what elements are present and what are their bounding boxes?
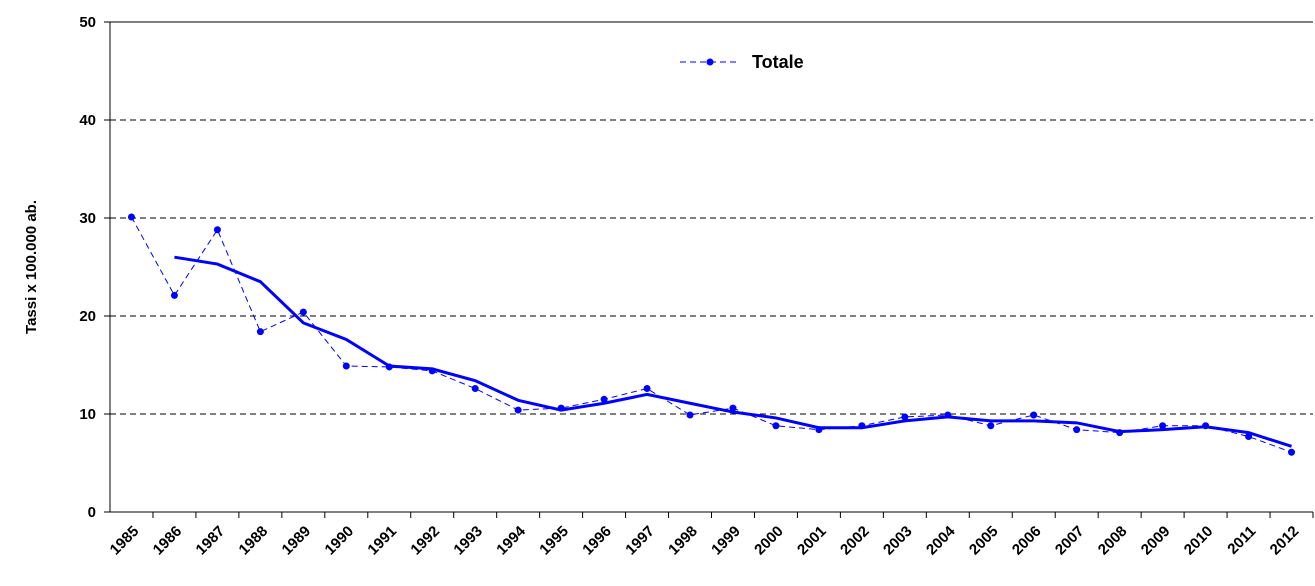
x-tick-label: 2010 xyxy=(1181,523,1217,559)
legend-marker xyxy=(706,58,714,66)
x-tick-label: 1996 xyxy=(579,523,615,559)
x-tick-label: 1992 xyxy=(407,523,443,559)
x-tick-label: 2000 xyxy=(751,523,787,559)
x-tick-label: 1987 xyxy=(193,523,229,559)
legend-label: Totale xyxy=(752,52,804,72)
y-tick-label: 10 xyxy=(79,406,96,423)
y-axis-label: Tassi x 100.000 ab. xyxy=(23,200,40,334)
x-tick-label: 1988 xyxy=(236,523,272,559)
x-tick-label: 2011 xyxy=(1224,523,1259,558)
x-tick-label: 2004 xyxy=(923,522,959,558)
point xyxy=(686,411,694,419)
series-line xyxy=(174,255,1292,448)
x-tick-label: 1994 xyxy=(493,522,529,558)
point xyxy=(127,213,135,221)
point xyxy=(170,291,178,299)
x-tick-label: 1993 xyxy=(450,523,486,559)
point xyxy=(901,413,909,421)
x-tick-label: 1985 xyxy=(107,523,143,559)
x-tick-label: 1998 xyxy=(665,523,701,559)
point xyxy=(1073,426,1081,434)
x-tick-label: 2005 xyxy=(966,523,1002,559)
x-tick-label: 2003 xyxy=(880,523,916,559)
y-tick-label: 50 xyxy=(79,14,96,31)
x-tick-label: 2007 xyxy=(1052,523,1088,559)
point xyxy=(471,385,479,393)
point xyxy=(213,226,221,234)
x-tick-label: 1997 xyxy=(622,523,658,559)
y-tick-label: 20 xyxy=(79,308,96,325)
series-line xyxy=(131,216,1292,453)
x-tick-label: 2006 xyxy=(1009,523,1045,559)
point xyxy=(1245,433,1253,441)
point xyxy=(772,422,780,430)
x-tick-label: 1995 xyxy=(536,523,572,559)
x-tick-label: 1999 xyxy=(708,523,744,559)
point xyxy=(1159,422,1167,430)
point xyxy=(342,362,350,370)
point xyxy=(600,395,608,403)
x-tick-label: 2009 xyxy=(1138,523,1174,559)
x-tick-label: 2008 xyxy=(1095,523,1131,559)
x-tick-label: 1991 xyxy=(364,523,400,559)
point xyxy=(299,308,307,316)
point xyxy=(643,385,651,393)
x-tick-label: 2012 xyxy=(1267,523,1303,559)
point xyxy=(1030,411,1038,419)
point xyxy=(514,406,522,414)
x-tick-label: 2001 xyxy=(794,523,830,559)
x-tick-label: 2002 xyxy=(837,523,873,559)
point xyxy=(1288,448,1296,456)
x-tick-label: 1990 xyxy=(322,523,358,559)
y-tick-label: 30 xyxy=(79,210,96,227)
point xyxy=(987,422,995,430)
y-tick-label: 40 xyxy=(79,112,96,129)
x-tick-label: 1989 xyxy=(279,523,315,559)
point xyxy=(729,404,737,412)
y-tick-label: 0 xyxy=(88,504,96,521)
point xyxy=(256,328,264,336)
x-tick-label: 1986 xyxy=(150,523,186,559)
